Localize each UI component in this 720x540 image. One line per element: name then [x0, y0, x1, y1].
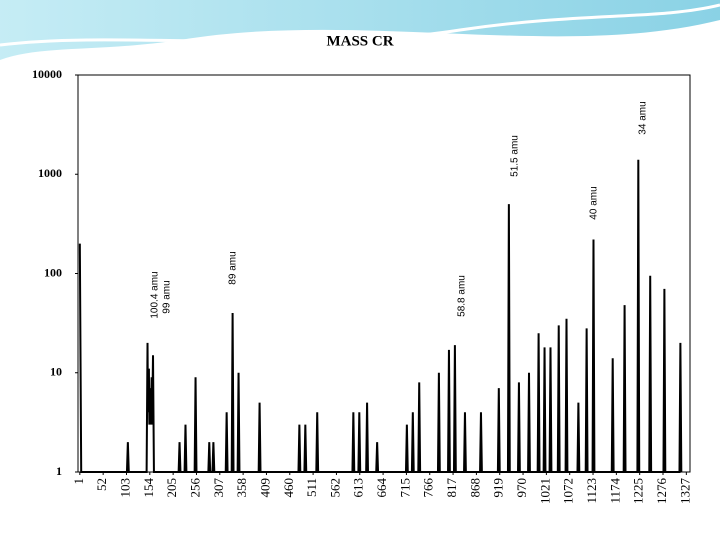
x-tick-label: 919	[491, 478, 506, 498]
x-tick-label: 562	[327, 478, 342, 498]
x-tick-label: 205	[164, 478, 179, 498]
x-tick-label: 511	[304, 478, 319, 497]
x-tick-label: 1	[71, 478, 86, 485]
plot-area	[77, 74, 691, 473]
peak-annotation: 99 amu	[162, 280, 173, 313]
x-tick-label: 715	[397, 478, 412, 498]
y-tick-label: 1000	[38, 166, 62, 180]
x-tick-label: 970	[514, 478, 529, 498]
peak-annotation: 40 amu	[589, 186, 600, 219]
peak-annotation: 34 amu	[638, 101, 649, 134]
y-tick-label: 10000	[32, 67, 62, 81]
y-tick-label: 100	[44, 265, 62, 279]
x-tick-label: 868	[467, 478, 482, 498]
x-tick-label: 256	[187, 478, 202, 498]
x-tick-label: 307	[211, 478, 226, 498]
x-tick-label: 460	[281, 478, 296, 498]
peak-annotation: 100.4 amu	[150, 271, 161, 318]
peak-annotation: 89 amu	[228, 251, 239, 284]
x-tick-label: 409	[257, 478, 272, 498]
spectrum-line	[78, 159, 683, 473]
x-tick-label: 103	[117, 478, 132, 498]
x-tick-label: 664	[374, 478, 389, 498]
chart-title: MASS CR	[326, 33, 393, 49]
x-tick-label: 766	[421, 478, 436, 498]
x-tick-label: 1021	[537, 478, 552, 504]
y-tick-label: 1	[56, 464, 62, 478]
x-tick-label: 154	[141, 478, 156, 498]
x-tick-label: 1327	[677, 478, 692, 505]
x-tick-label: 1225	[631, 478, 646, 504]
x-tick-label: 613	[351, 478, 366, 498]
y-tick-label: 10	[50, 365, 62, 379]
x-tick-label: 358	[234, 478, 249, 498]
peak-annotation: 58.8 amu	[457, 275, 468, 317]
header-line	[0, 3, 720, 47]
peak-annotation: 51.5 amu	[510, 135, 521, 177]
x-tick-label: 1123	[584, 478, 599, 504]
header-swoosh	[0, 0, 720, 60]
x-tick-label: 1276	[654, 478, 669, 505]
x-tick-label: 817	[444, 478, 459, 498]
x-tick-label: 1174	[607, 478, 622, 504]
x-tick-label: 52	[94, 478, 109, 491]
x-tick-label: 1072	[561, 478, 576, 504]
